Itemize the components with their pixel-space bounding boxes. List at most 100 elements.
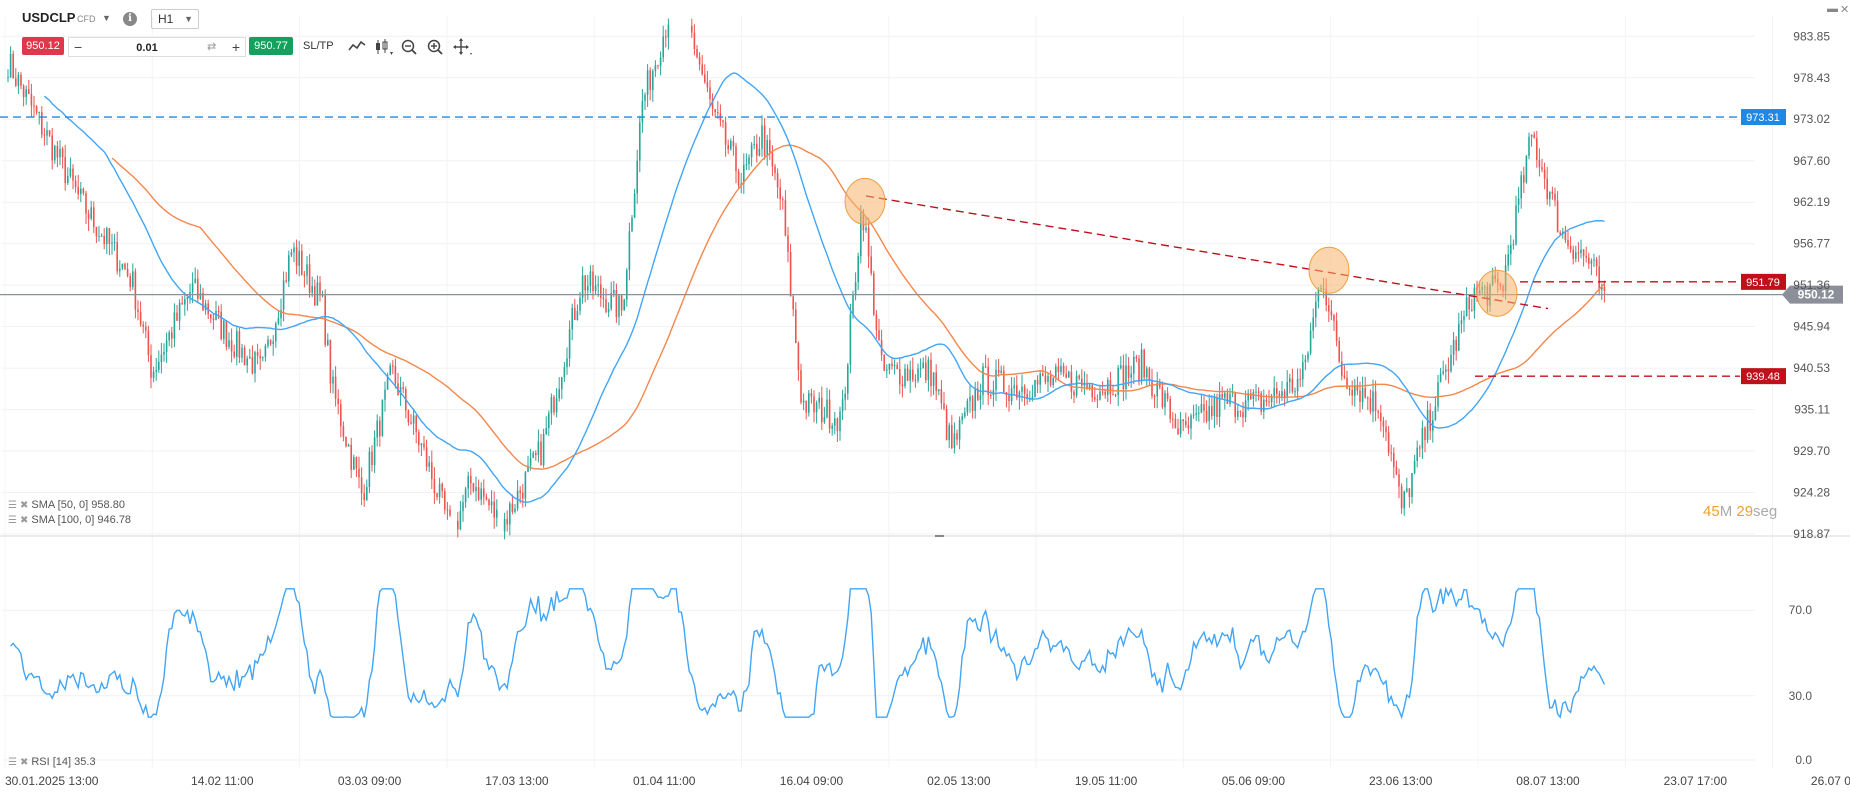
candle-body (332, 376, 334, 384)
candle-body (1244, 400, 1247, 418)
candle-body (717, 112, 719, 114)
candle-body (613, 290, 615, 294)
price-tick-label: 962.19 (1793, 195, 1830, 209)
candle-body (1445, 369, 1447, 372)
symbol-name[interactable]: USDCLP (22, 10, 76, 25)
settings-icon[interactable]: ☰ (8, 515, 17, 526)
candle-body (930, 359, 932, 386)
remove-indicator-icon[interactable]: ✖ (19, 757, 29, 768)
candle-body (1104, 391, 1106, 395)
candle-body (844, 393, 846, 400)
candle-body (860, 212, 862, 257)
candle-body (407, 410, 410, 423)
zoom-out-icon[interactable] (398, 37, 420, 57)
candle-body (657, 65, 659, 67)
axes-labels: 983.85 978.43 973.02 967.60 962.19 956.77 951.… (5, 29, 1850, 788)
quantity-decrease-button[interactable]: − (74, 39, 83, 55)
candle-body (899, 369, 901, 385)
candle-body (1593, 259, 1595, 261)
candle-body (132, 271, 134, 287)
timeframe-select[interactable]: H1 ▼ (151, 9, 199, 29)
buy-price-button[interactable]: 950.77 (249, 37, 293, 55)
candle-body (553, 396, 555, 413)
candle-body (233, 351, 235, 357)
candle-body (935, 372, 937, 392)
candle-body (566, 358, 568, 368)
candle-body (823, 417, 826, 423)
settings-icon[interactable]: ☰ (8, 500, 17, 511)
candle-body (1026, 393, 1028, 399)
candle-body (1434, 406, 1437, 421)
candle-body (9, 54, 12, 78)
candle-body (298, 250, 300, 266)
candle-body (1070, 371, 1073, 392)
candle-body (1099, 391, 1101, 400)
level-951-tag (1741, 273, 1786, 290)
candle-body (644, 94, 646, 102)
candle-body (883, 354, 885, 371)
time-tick-label: 30.01.2025 13:00 (5, 774, 99, 788)
candle-body (584, 275, 586, 291)
candle-body (1023, 386, 1026, 394)
symbol-dropdown-chevron-icon[interactable]: ▼ (102, 13, 111, 23)
candle-body (1343, 375, 1346, 378)
candle-body (139, 311, 142, 325)
candle-body (1187, 425, 1190, 429)
sell-price-button[interactable]: 950.12 (22, 37, 64, 55)
remove-indicator-icon[interactable]: ✖ (19, 515, 29, 526)
candle-body (108, 228, 111, 244)
candle-body (1135, 356, 1138, 359)
swap-icon[interactable]: ⇄ (207, 41, 217, 53)
candle-body (1296, 378, 1299, 392)
quantity-increase-button[interactable]: + (231, 39, 240, 55)
candle-body (1276, 388, 1278, 394)
settings-icon[interactable]: ☰ (8, 757, 17, 768)
candle-body (875, 314, 878, 331)
candle-body (810, 393, 813, 397)
candle-body (321, 295, 324, 297)
candles-icon[interactable] (372, 37, 394, 57)
time-tick-label: 23.07 17:00 (1664, 774, 1728, 788)
level-973-label: 973.31 (1746, 112, 1780, 124)
candle-body (160, 354, 163, 362)
candle-body (1164, 393, 1166, 408)
candle-body (1117, 367, 1119, 395)
time-tick-label: 23.06 13:00 (1369, 774, 1433, 788)
candle-body (709, 87, 711, 100)
candle-body (1218, 394, 1221, 417)
candle-body (771, 152, 774, 167)
sma50-value: 958.80 (91, 499, 125, 511)
candle-body (1153, 396, 1156, 398)
candle-body (1512, 244, 1515, 246)
candle-body (1003, 370, 1005, 393)
candle-body (1273, 388, 1275, 397)
candle-body (1125, 365, 1127, 390)
minimize-icon[interactable]: ▬ (1827, 3, 1838, 15)
countdown-seconds: 29 (1736, 503, 1754, 520)
candle-body (399, 387, 402, 396)
candle-body (1546, 178, 1548, 200)
zoom-in-icon[interactable] (424, 37, 446, 57)
close-icon[interactable]: ✕ (1840, 4, 1850, 16)
candle-body (649, 70, 651, 90)
candle-body (340, 404, 342, 427)
time-tick-label: 19.05 11:00 (1075, 774, 1138, 788)
candle-body (808, 393, 810, 413)
crosshair-move-icon[interactable] (451, 37, 473, 57)
candle-body (579, 297, 581, 311)
quantity-input[interactable] (91, 40, 203, 55)
candle-body (1603, 286, 1606, 291)
candle-body (940, 389, 943, 404)
candle-body (1055, 366, 1057, 378)
info-icon[interactable]: i (123, 12, 137, 26)
candle-body (223, 320, 225, 339)
candle-body (633, 193, 636, 218)
sltp-button[interactable]: SL/TP (303, 40, 334, 52)
remove-indicator-icon[interactable]: ✖ (19, 500, 29, 511)
candle-body (971, 396, 974, 411)
candle-body (51, 135, 53, 161)
line-chart-icon[interactable] (346, 37, 368, 57)
price-tick-label: 924.28 (1793, 486, 1830, 500)
candle-body (425, 447, 428, 467)
